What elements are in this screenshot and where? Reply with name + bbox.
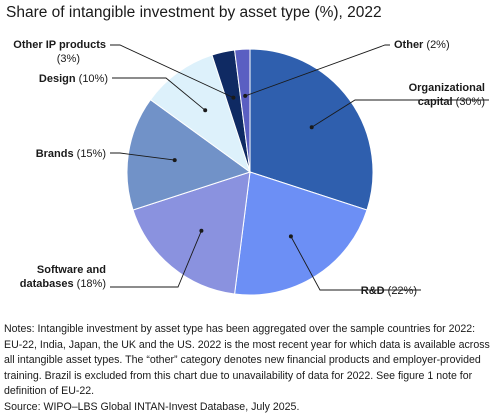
leader-dot xyxy=(243,94,247,98)
slice-label: Other (2%) xyxy=(394,39,450,51)
slice-label: R&D (22%) xyxy=(361,285,417,297)
slice-label: Design (10%) xyxy=(39,73,108,85)
leader-dot xyxy=(173,158,177,162)
slice-label: Other IP products(3%) xyxy=(13,39,106,65)
chart-notes: Notes: Intangible investment by asset ty… xyxy=(4,322,496,415)
leader-dot xyxy=(310,125,314,129)
notes-text: Notes: Intangible investment by asset ty… xyxy=(4,322,496,400)
leader-dot xyxy=(289,234,293,238)
leader-dot xyxy=(203,108,207,112)
pie-slices xyxy=(127,49,373,295)
slice-label: Brands (15%) xyxy=(36,148,106,160)
leader-dot xyxy=(231,96,235,100)
leader-dot xyxy=(199,229,203,233)
source-text: Source: WIPO–LBS Global INTAN-Invest Dat… xyxy=(4,400,496,415)
